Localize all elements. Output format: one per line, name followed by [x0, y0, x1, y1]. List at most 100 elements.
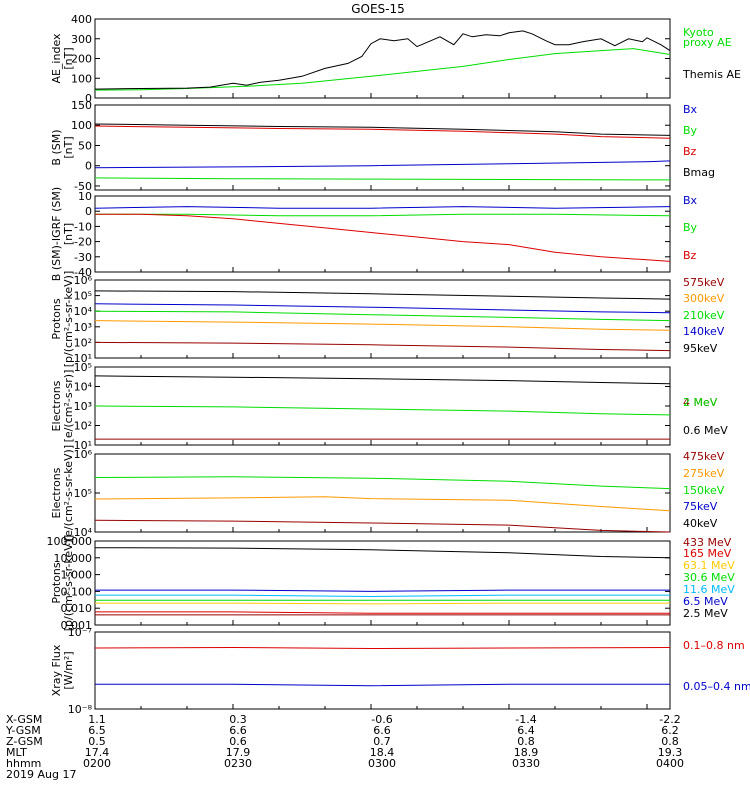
panel-5-ytick-label-2: 10⁶ — [74, 448, 93, 461]
panel-2-ytick-label-4: 0 — [85, 205, 92, 218]
panel-0-ylabel-1: [nT] — [62, 47, 75, 69]
ephemeris-value: 6.2 — [661, 724, 679, 737]
panel-6-ytick-label-5: 100.000 — [47, 535, 93, 548]
ephemeris-value: 0.7 — [373, 735, 391, 748]
panel-6-ytick-label-0: 0.001 — [61, 619, 93, 632]
panel-3-ytick-label-1: 10² — [74, 336, 92, 349]
ephemeris-value: 0200 — [83, 757, 111, 770]
ephemeris-value: 6.6 — [229, 724, 247, 737]
plot-title: GOES-15 — [351, 2, 405, 16]
panel-0-ytick-label-4: 400 — [71, 13, 92, 26]
panel-2-legend-0: Bx — [683, 194, 698, 207]
panel-2-frame — [94, 195, 671, 273]
panel-3-series-1 — [94, 320, 671, 331]
panel-1-ytick-label-0: -50 — [74, 180, 92, 193]
ephemeris-row: X-GSM 1.1 0.3 -0.6 -1.4 -2.2 — [0, 714, 750, 725]
panel-6-legend-3: 30.6 MeV — [683, 571, 735, 584]
ephemeris-value: 0.8 — [661, 735, 679, 748]
panel-4-ytick-label-3: 10⁴ — [74, 381, 93, 394]
panel-6-legend-1: 165 MeV — [683, 547, 732, 560]
panel-5-legend-3: 75keV — [683, 500, 718, 513]
panel-4-ytick-label-2: 10³ — [74, 400, 92, 413]
panel-0-series-0 — [94, 48, 671, 91]
panel-3-ytick-label-5: 10⁶ — [74, 274, 93, 287]
panel-3-ytick-label-0: 10¹ — [74, 352, 92, 365]
ephemeris-value: 0230 — [224, 757, 252, 770]
panel-2-ytick-label-2: -20 — [74, 236, 92, 249]
ephemeris-row: Z-GSM 0.5 0.6 0.7 0.8 0.8 — [0, 736, 750, 747]
panel-1-series-0 — [94, 160, 671, 169]
panel-3-ytick-label-2: 10³ — [74, 321, 92, 334]
ephemeris-value: 18.9 — [513, 746, 539, 759]
ephemeris-value: -2.2 — [659, 713, 681, 726]
panel-0-legend-2: Themis AE — [682, 68, 741, 81]
panel-4-series-2 — [94, 375, 671, 385]
panel-4-legend-0: 4 MeV — [683, 396, 718, 409]
ephemeris-value: 0.5 — [88, 735, 106, 748]
panel-5-series-1 — [94, 496, 671, 512]
panel-0-legend-1: proxy AE — [683, 36, 732, 49]
ephemeris-label: Z-GSM — [6, 735, 43, 748]
panel-2-ylabel-0: B (SM)-IGRF (SM) — [50, 187, 63, 281]
panel-5-legend-2: 150keV — [683, 484, 725, 497]
panel-6-legend-6: 2.5 MeV — [683, 607, 728, 620]
panel-6-series-4 — [95, 594, 670, 598]
panel-7-frame — [94, 631, 671, 710]
ephemeris-value: 0.3 — [229, 713, 247, 726]
panel-4-ytick-label-0: 10¹ — [74, 439, 92, 452]
panel-5-legend-0: 475keV — [683, 450, 725, 463]
panel-5-ylabel-0: Electrons — [50, 467, 63, 518]
panel-1-legend-0: Bx — [683, 103, 698, 116]
ephemeris-value: -0.6 — [371, 713, 393, 726]
panel-1-ylabel-1: [nT] — [62, 136, 75, 158]
panel-7-ytick-label-0: 10⁻⁸ — [68, 703, 93, 716]
panel-1-ytick-label-1: 0 — [85, 160, 92, 173]
panel-1-ylabel-0: B (SM) — [50, 129, 63, 165]
panel-6-series-2 — [95, 602, 670, 605]
panel-6-frame — [94, 540, 671, 626]
panel-7-series-1 — [95, 683, 670, 687]
panel-6-ytick-label-3: 1.000 — [61, 569, 93, 582]
panel-2-ytick-label-0: -40 — [74, 266, 92, 279]
panel-0-ytick-label-0: 0 — [85, 92, 92, 105]
panel-1-series-3 — [94, 123, 671, 136]
panel-2-legend-2: Bz — [683, 249, 697, 262]
panel-1-legend-3: Bmag — [683, 166, 715, 179]
ephemeris-row: MLT 17.4 17.9 18.4 18.9 19.3 — [0, 747, 750, 758]
panel-6-legend-2: 63.1 MeV — [683, 559, 735, 572]
panel-7-series-0 — [94, 646, 671, 650]
panel-2-ytick-label-5: 10 — [78, 190, 92, 203]
panel-5-series-0 — [94, 519, 671, 533]
panel-3-legend-1: 300keV — [683, 292, 725, 305]
ephemeris-label: X-GSM — [6, 713, 43, 726]
panel-3-frame — [94, 279, 671, 359]
panel-5-legend-4: 40keV — [683, 517, 718, 530]
ephemeris-value: 17.9 — [225, 746, 251, 759]
panel-2-ylabel-1: [nT] — [62, 223, 75, 245]
panel-5-ylabel-1: [e/(cm²-s-sr-keV)] — [62, 445, 75, 541]
panel-6-legend-5: 6.5 MeV — [683, 595, 728, 608]
panel-3-ylabel-1: [p/(cm²-s-sr-keV)] — [62, 271, 75, 368]
ephemeris-value: 19.3 — [657, 746, 683, 759]
panel-5-series-2 — [94, 476, 671, 490]
panel-7-legend-1: 0.05–0.4 nm — [683, 680, 750, 693]
panel-3-ylabel-0: Protons — [50, 298, 63, 339]
ephemeris-value: 0300 — [368, 757, 396, 770]
panel-3-ytick-label-3: 10⁴ — [74, 305, 93, 318]
panel-2-series-0 — [94, 206, 671, 209]
panel-0-series-2 — [94, 30, 671, 90]
panel-6-ylabel-1: [p/(cm²-s-sr-keV)] — [62, 535, 75, 632]
panel-3-legend-3: 140keV — [683, 325, 725, 338]
panel-3-series-4 — [94, 290, 671, 300]
panel-4-ytick-label-1: 10² — [74, 420, 92, 433]
panel-6-legend-0: 433 MeV — [683, 536, 732, 549]
panel-4-legend-2: 0.6 MeV — [683, 424, 728, 437]
panel-6-ytick-label-4: 10.000 — [54, 552, 93, 565]
panel-1-ytick-label-2: 50 — [78, 139, 92, 152]
panel-2-ytick-label-3: -10 — [74, 220, 92, 233]
panel-0-ylabel-0: AE_index — [50, 33, 63, 84]
panel-6-ytick-label-2: 0.100 — [61, 585, 93, 598]
ephemeris-value: 0.8 — [517, 735, 535, 748]
panel-7-ytick-label-1: 10⁻⁷ — [68, 626, 92, 639]
